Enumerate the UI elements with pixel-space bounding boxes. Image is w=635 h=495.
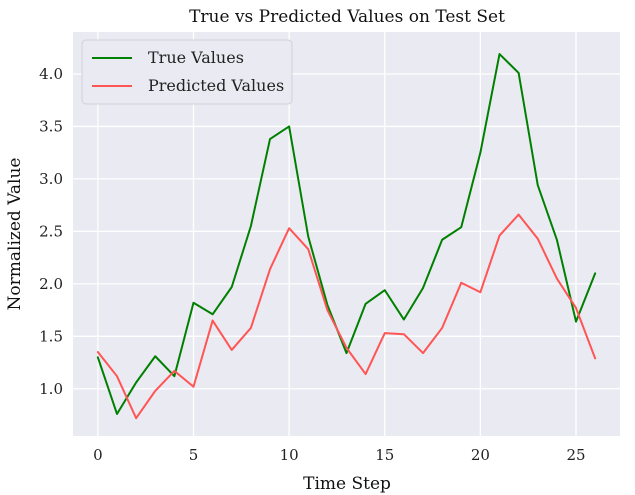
y-tick-label: 1.0 (39, 380, 63, 398)
tick-labels: 0 5 10 15 20 25 1.0 1.5 2.0 2.5 3.0 3.5 4.0 (39, 65, 585, 464)
true-values-line (96, 53, 597, 415)
y-tick-label: 2.5 (39, 222, 63, 240)
y-tick-label: 4.0 (39, 65, 63, 83)
y-axis-label: Normalized Value (5, 158, 25, 311)
legend-label-true: True Values (148, 48, 244, 67)
x-tick-label: 10 (280, 446, 299, 464)
x-tick-label: 0 (93, 446, 103, 464)
x-tick-label: 5 (189, 446, 199, 464)
legend: True Values Predicted Values (81, 39, 293, 105)
series-group (96, 53, 597, 420)
y-tick-label: 1.5 (39, 327, 63, 345)
y-tick-label: 3.0 (39, 170, 63, 188)
legend-label-predicted: Predicted Values (148, 76, 284, 95)
x-tick-label: 20 (471, 446, 490, 464)
predicted-values-line (96, 213, 597, 420)
legend-box (81, 39, 293, 105)
y-tick-label: 2.0 (39, 275, 63, 293)
x-axis-label: Time Step (303, 474, 391, 494)
x-tick-label: 25 (566, 446, 585, 464)
x-tick-label: 15 (375, 446, 394, 464)
chart-title: True vs Predicted Values on Test Set (189, 7, 505, 27)
y-tick-label: 3.5 (39, 117, 63, 135)
